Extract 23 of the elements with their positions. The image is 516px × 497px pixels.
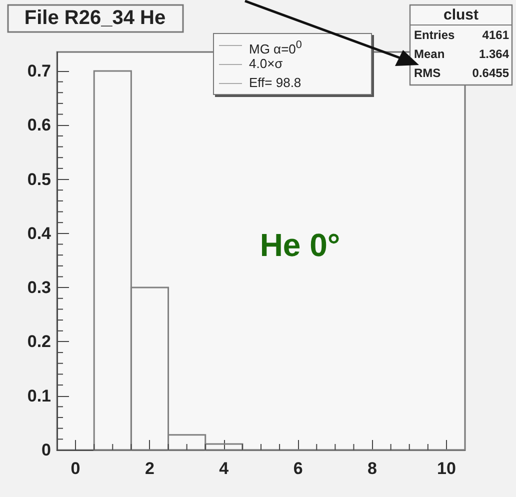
text: Entries 4161	[414, 28, 509, 42]
x-tick-label: 4	[219, 459, 230, 478]
annotation: 4.0×σ	[249, 56, 283, 72]
y-tick-label: 0.3	[27, 278, 51, 298]
text: clust	[443, 6, 479, 24]
chart-title: File R26_34 He	[24, 7, 166, 29]
annotation: MG α=0$^{0}$	[249, 38, 302, 58]
x-tick-label: 0	[70, 459, 80, 478]
x-tick-label: 10	[436, 459, 456, 478]
y-tick-label: 0	[42, 440, 51, 460]
y-tick-label: 0.5	[27, 170, 51, 189]
text: RMS 0.6455	[414, 66, 509, 80]
x-tick-label: 8	[368, 459, 378, 478]
y-tick-label: 0.1	[27, 386, 51, 406]
y-tick-label: 0.7	[27, 61, 51, 80]
x-tick-label: 2	[144, 459, 154, 478]
y-tick-label: 0.6	[27, 116, 51, 135]
text: Mean 1.364	[414, 47, 509, 61]
annotation: Eff= 98.8	[249, 75, 302, 91]
annotation: He 0°	[260, 227, 340, 263]
y-tick-label: 0.2	[27, 332, 51, 352]
y-tick-label: 0.4	[27, 224, 52, 243]
x-tick-label: 6	[293, 459, 303, 478]
